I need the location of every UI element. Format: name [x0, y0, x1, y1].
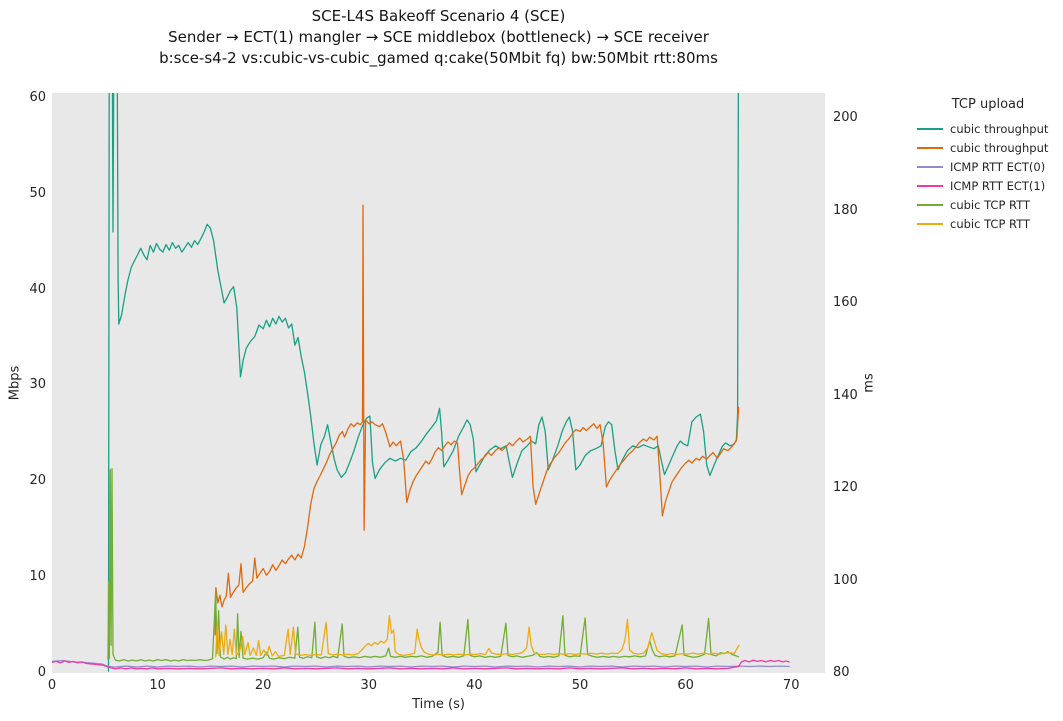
legend-item-4: cubic TCP RTT	[917, 195, 1059, 214]
x-tick-label: 60	[677, 678, 694, 693]
legend-label-3: ICMP RTT ECT(1)	[950, 178, 1046, 193]
y-right-tick-label: 120	[833, 480, 858, 496]
y-right-tick-label: 200	[833, 110, 858, 126]
y-left-tick-label: 50	[29, 185, 46, 201]
x-axis-label: Time (s)	[412, 697, 465, 712]
chart-subtitle-1: Sender → ECT(1) mangler → SCE middlebox …	[168, 28, 709, 46]
y-right-tick-label: 80	[833, 665, 850, 680]
legend-item-5: cubic TCP RTT	[917, 214, 1059, 233]
y-right-tick-label: 160	[833, 295, 858, 311]
series-line-4	[107, 468, 740, 662]
x-tick-label: 30	[360, 678, 378, 693]
legend-title: TCP upload	[951, 97, 1025, 112]
x-tick-label: 50	[571, 678, 589, 693]
series-line-1	[214, 204, 740, 636]
series-line-5	[215, 615, 740, 658]
legend-item-3: ICMP RTT ECT(1)	[917, 176, 1059, 195]
chart-canvas	[52, 93, 790, 672]
legend-label-2: ICMP RTT ECT(0)	[950, 159, 1046, 174]
y-left-tick-label: 20	[29, 473, 46, 489]
y-left-tick-label: 30	[29, 377, 46, 393]
x-tick-label: 0	[47, 678, 57, 693]
legend: TCP upload cubic throughput cubic through…	[917, 97, 1059, 233]
y-left-tick-label: 10	[29, 569, 46, 585]
legend-item-2: ICMP RTT ECT(0)	[917, 157, 1059, 176]
legend-swatch-2	[917, 165, 943, 168]
legend-swatch-1	[917, 146, 943, 149]
chart-subtitle-2: b:sce-s4-2 vs:cubic-vs-cubic_gamed q:cak…	[159, 49, 718, 67]
legend-label-0: cubic throughput	[950, 121, 1049, 136]
legend-item-1: cubic throughput	[917, 138, 1059, 157]
chart-title: SCE-L4S Bakeoff Scenario 4 (SCE)	[311, 7, 566, 25]
y-right-tick-label: 100	[833, 572, 858, 588]
legend-label-5: cubic TCP RTT	[950, 216, 1031, 231]
legend-label-1: cubic throughput	[950, 140, 1049, 155]
y-left-tick-label: 40	[29, 281, 46, 297]
y-left-tick-label: 60	[29, 89, 46, 105]
legend-item-0: cubic throughput	[917, 119, 1059, 138]
legend-label-4: cubic TCP RTT	[950, 197, 1031, 212]
y-right-tick-label: 140	[833, 387, 858, 403]
legend-swatch-0	[917, 127, 943, 130]
series-line-0	[107, 93, 740, 672]
legend-swatch-4	[917, 203, 943, 206]
title-block: SCE-L4S Bakeoff Scenario 4 (SCE) Sender …	[52, 6, 825, 69]
x-tick-label: 10	[149, 678, 166, 693]
series-line-2	[52, 659, 790, 668]
y-right-tick-label: 180	[833, 202, 858, 218]
legend-items: cubic throughput cubic throughput ICMP RTT…	[917, 119, 1059, 233]
x-tick-label: 40	[466, 678, 483, 693]
x-tick-label: 70	[782, 678, 800, 693]
legend-swatch-3	[917, 184, 943, 187]
x-tick-label: 20	[254, 678, 272, 693]
plot-area	[52, 93, 825, 673]
y-left-tick-label: 0	[37, 665, 46, 680]
series-line-3	[52, 659, 790, 670]
legend-swatch-5	[917, 222, 943, 225]
